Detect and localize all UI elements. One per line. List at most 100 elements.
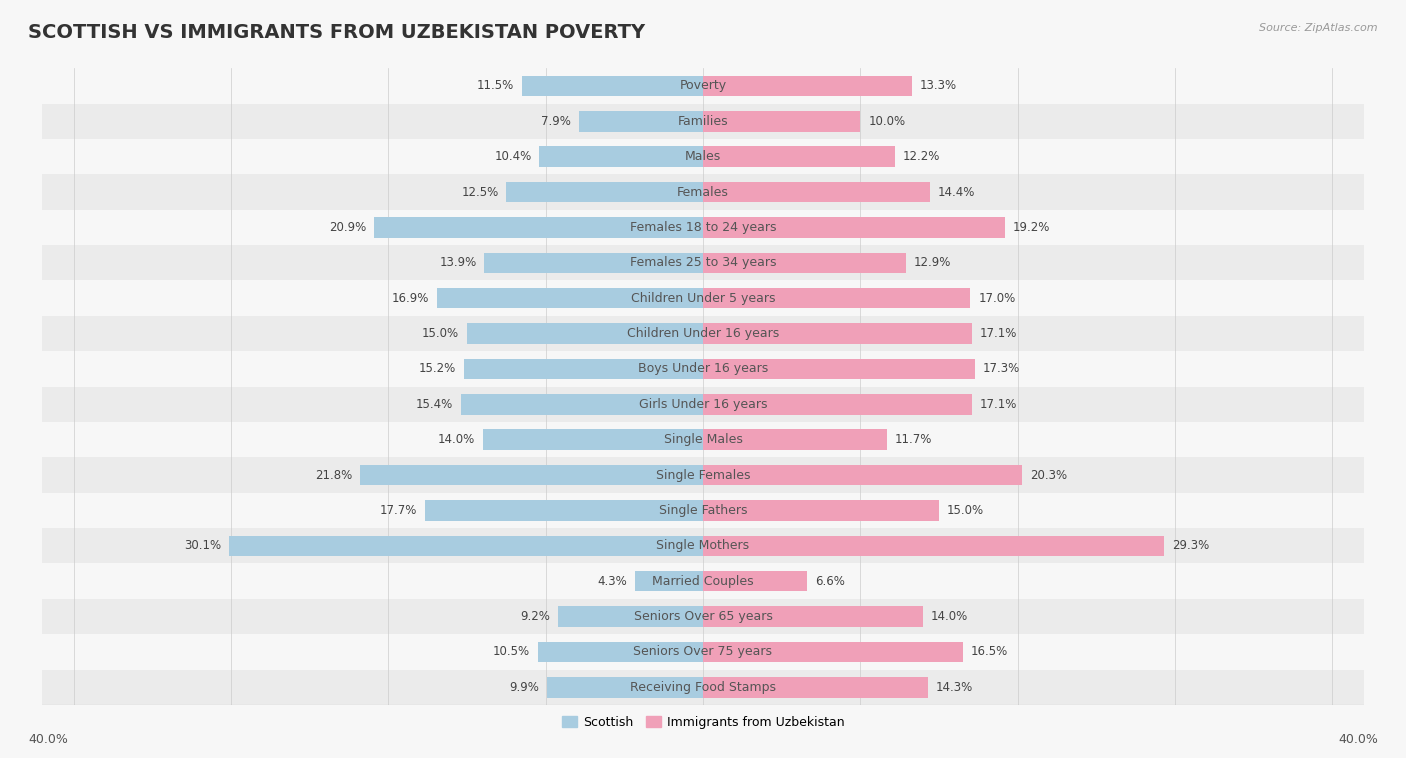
Text: 12.9%: 12.9% [914,256,952,269]
Bar [703,394,972,415]
Text: 14.3%: 14.3% [936,681,973,694]
Text: 17.7%: 17.7% [380,504,416,517]
Bar [0,280,1406,316]
Bar [0,316,1406,351]
Text: 13.9%: 13.9% [439,256,477,269]
Text: Females 18 to 24 years: Females 18 to 24 years [630,221,776,234]
Text: 15.2%: 15.2% [419,362,456,375]
Bar [703,359,976,379]
Text: Females: Females [678,186,728,199]
Text: 30.1%: 30.1% [184,539,222,553]
Text: 7.9%: 7.9% [541,114,571,128]
Bar [0,669,1406,705]
Text: 17.3%: 17.3% [983,362,1021,375]
Text: Single Mothers: Single Mothers [657,539,749,553]
Text: 16.9%: 16.9% [392,292,429,305]
Text: 16.5%: 16.5% [970,645,1008,659]
Text: 6.6%: 6.6% [814,575,845,587]
Text: 17.0%: 17.0% [979,292,1015,305]
Bar [558,606,703,627]
Bar [703,182,929,202]
Text: 15.0%: 15.0% [422,327,460,340]
Bar [360,465,703,485]
Bar [703,571,807,591]
Bar [467,323,703,344]
Text: 21.8%: 21.8% [315,468,352,481]
Bar [703,606,924,627]
Bar [703,323,972,344]
Text: 10.5%: 10.5% [494,645,530,659]
Bar [0,457,1406,493]
Text: 15.4%: 15.4% [416,398,453,411]
Text: Seniors Over 75 years: Seniors Over 75 years [634,645,772,659]
Bar [703,111,860,132]
Bar [0,387,1406,422]
Bar [229,535,703,556]
Bar [703,535,1164,556]
Text: 10.0%: 10.0% [868,114,905,128]
Text: Girls Under 16 years: Girls Under 16 years [638,398,768,411]
Text: 20.9%: 20.9% [329,221,367,234]
Bar [437,288,703,309]
Text: Married Couples: Married Couples [652,575,754,587]
Bar [482,429,703,450]
Text: 19.2%: 19.2% [1012,221,1050,234]
Bar [703,465,1022,485]
Text: Seniors Over 65 years: Seniors Over 65 years [634,610,772,623]
Text: Single Fathers: Single Fathers [659,504,747,517]
Bar [0,174,1406,210]
Bar [425,500,703,521]
Bar [636,571,703,591]
Text: 15.0%: 15.0% [946,504,984,517]
Bar [703,146,896,167]
Text: SCOTTISH VS IMMIGRANTS FROM UZBEKISTAN POVERTY: SCOTTISH VS IMMIGRANTS FROM UZBEKISTAN P… [28,23,645,42]
Bar [537,641,703,662]
Bar [522,76,703,96]
Text: Single Females: Single Females [655,468,751,481]
Bar [0,599,1406,634]
Text: 12.2%: 12.2% [903,150,941,163]
Text: 12.5%: 12.5% [461,186,499,199]
Bar [0,68,1406,104]
Text: Children Under 16 years: Children Under 16 years [627,327,779,340]
Text: Children Under 5 years: Children Under 5 years [631,292,775,305]
Text: 9.9%: 9.9% [509,681,540,694]
Bar [0,528,1406,563]
Text: 40.0%: 40.0% [28,732,67,746]
Text: 20.3%: 20.3% [1031,468,1067,481]
Text: Receiving Food Stamps: Receiving Food Stamps [630,681,776,694]
Bar [0,351,1406,387]
Bar [461,394,703,415]
Bar [374,217,703,238]
Text: Families: Families [678,114,728,128]
Bar [0,422,1406,457]
Text: 14.0%: 14.0% [931,610,969,623]
Bar [0,245,1406,280]
Text: 17.1%: 17.1% [980,327,1018,340]
Bar [0,139,1406,174]
Bar [703,429,887,450]
Bar [579,111,703,132]
Bar [703,641,963,662]
Text: 17.1%: 17.1% [980,398,1018,411]
Bar [0,563,1406,599]
Text: Source: ZipAtlas.com: Source: ZipAtlas.com [1260,23,1378,33]
Bar [703,217,1005,238]
Text: 40.0%: 40.0% [1339,732,1378,746]
Text: Females 25 to 34 years: Females 25 to 34 years [630,256,776,269]
Bar [506,182,703,202]
Text: 13.3%: 13.3% [920,80,957,92]
Text: Single Males: Single Males [664,433,742,446]
Bar [0,104,1406,139]
Text: 14.0%: 14.0% [437,433,475,446]
Bar [547,677,703,697]
Bar [464,359,703,379]
Bar [703,76,912,96]
Bar [484,252,703,273]
Text: 14.4%: 14.4% [938,186,974,199]
Bar [0,493,1406,528]
Text: 9.2%: 9.2% [520,610,550,623]
Bar [703,288,970,309]
Legend: Scottish, Immigrants from Uzbekistan: Scottish, Immigrants from Uzbekistan [557,711,849,734]
Text: Poverty: Poverty [679,80,727,92]
